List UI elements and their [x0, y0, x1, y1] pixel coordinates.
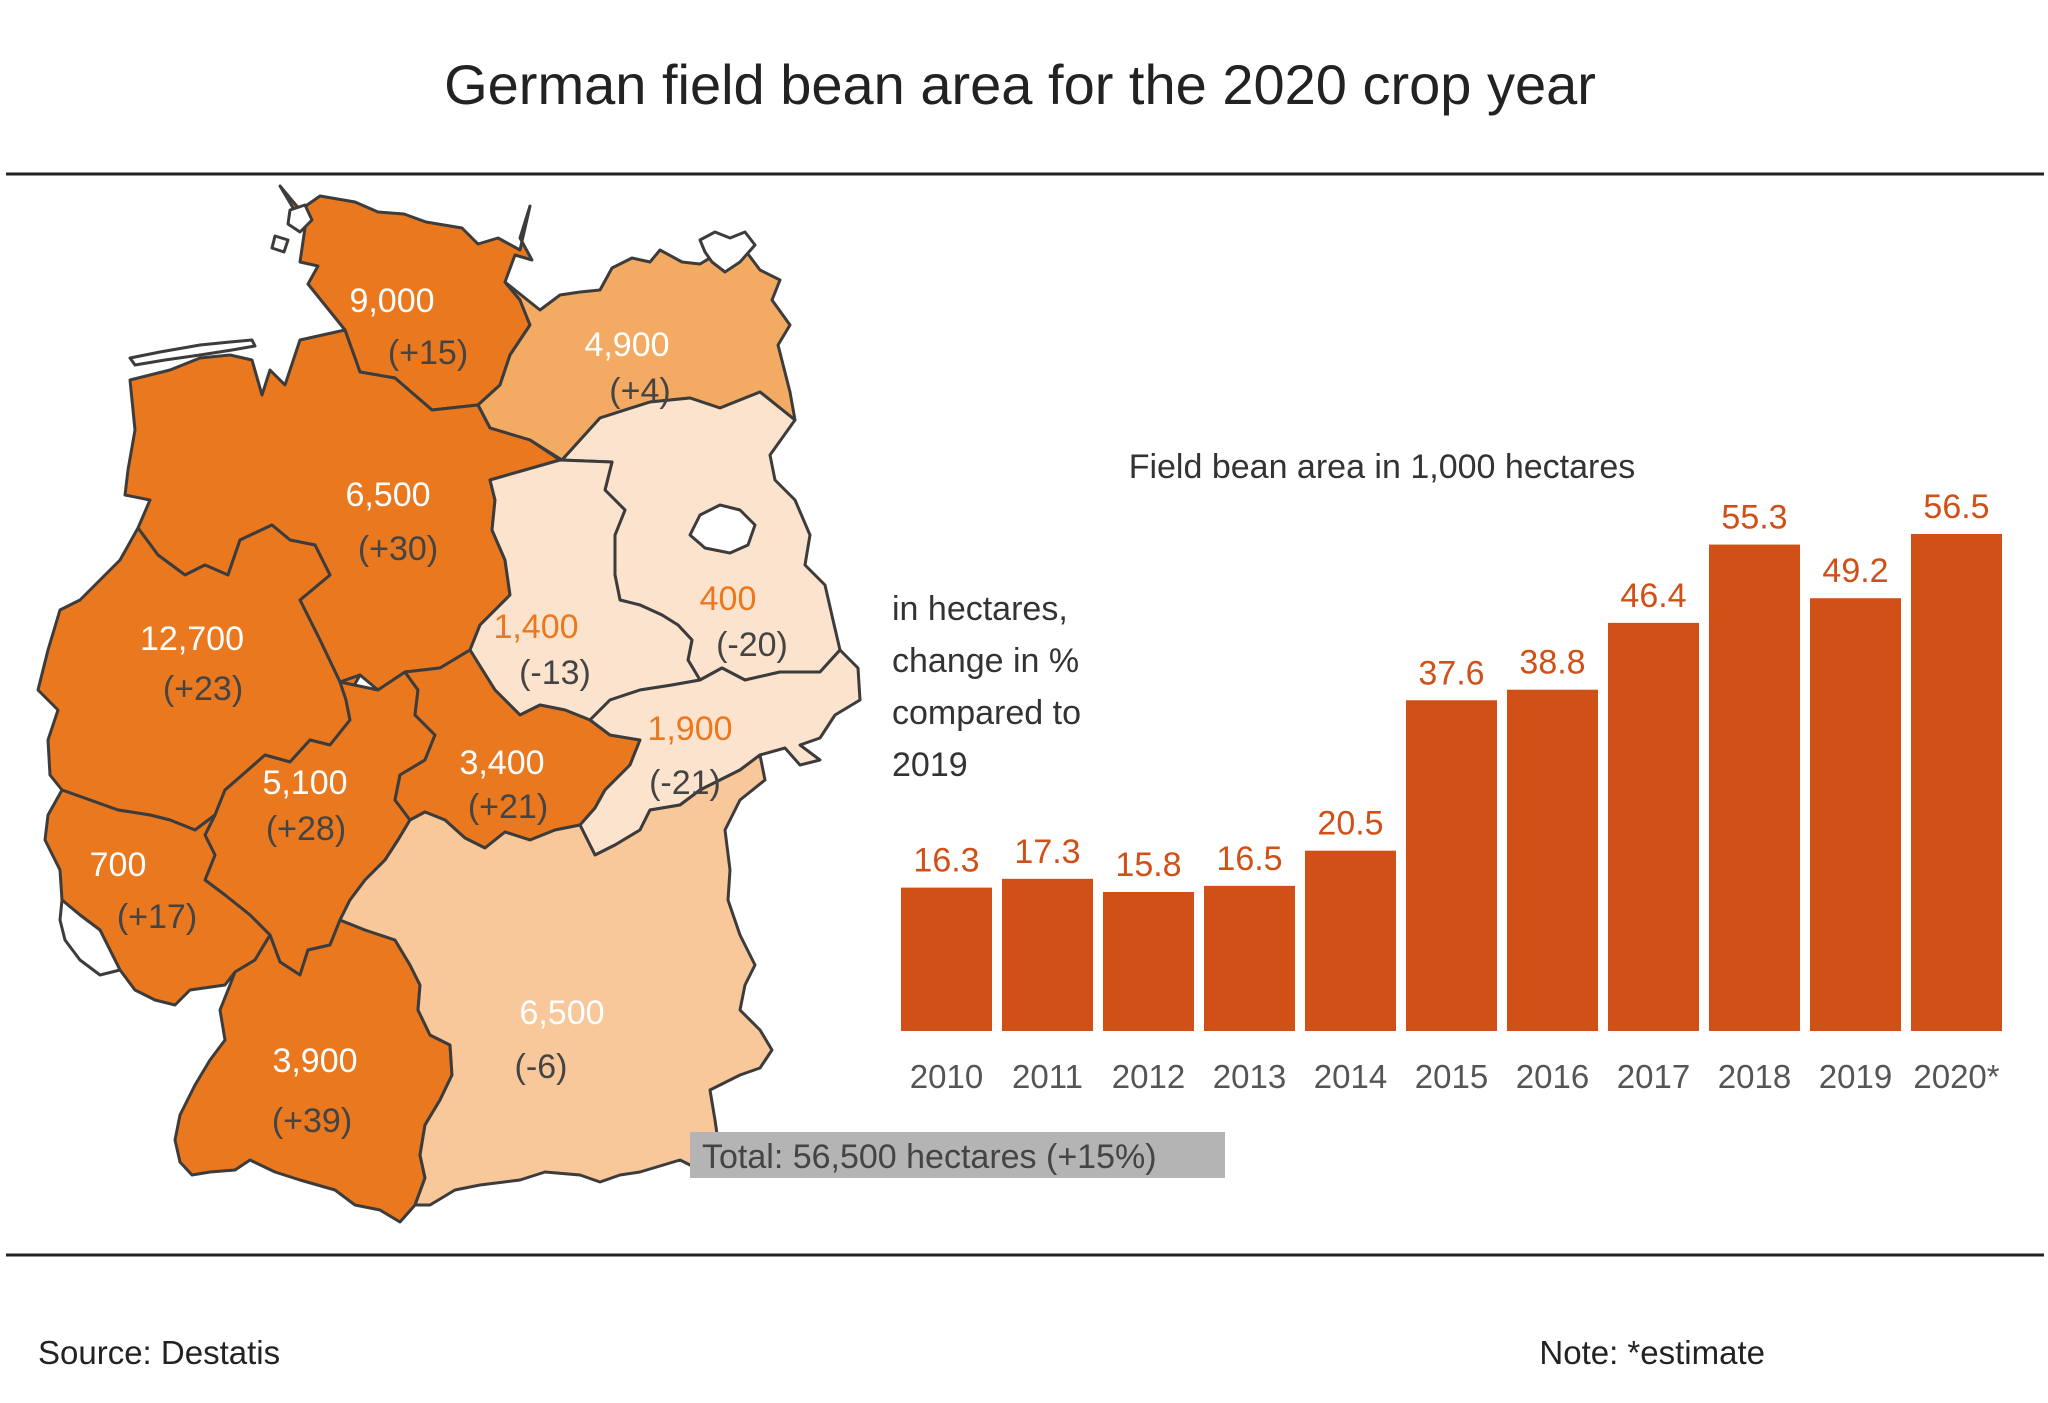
- bar-value-label: 38.8: [1519, 644, 1585, 682]
- bar: [1911, 534, 2002, 1031]
- map-labels: 9,000 (+15) 4,900 (+4) 6,500 (+30) 400 (-20) 1,4…: [90, 282, 788, 1140]
- region-change-label: (+17): [117, 898, 197, 936]
- x-tick-label: 2017: [1617, 1058, 1690, 1095]
- north-sea-islands: [128, 338, 257, 367]
- region-change-label: (-21): [649, 764, 721, 802]
- bar-chart: 16.3 2010 17.3 2011 15.8 2012 16.5 2013 20.5 2014…: [901, 488, 2002, 1095]
- bar: [1002, 878, 1093, 1031]
- x-tick-label: 2020*: [1913, 1058, 1999, 1095]
- bar: [1406, 700, 1497, 1031]
- region-change-label: (+21): [468, 788, 548, 826]
- region-value-label: 700: [90, 846, 147, 884]
- region-change-label: (+15): [388, 334, 468, 372]
- region-value-label: 6,500: [519, 994, 604, 1032]
- x-tick-label: 2011: [1012, 1058, 1083, 1095]
- bar-value-label: 15.8: [1115, 846, 1181, 884]
- bar-value-label: 16.5: [1216, 840, 1282, 878]
- bar: [1810, 598, 1901, 1031]
- region-schleswig-holstein: [278, 184, 534, 412]
- region-value-label: 1,400: [493, 608, 578, 646]
- region-change-label: (+39): [272, 1102, 352, 1140]
- legend-note-line: 2019: [892, 746, 968, 784]
- region-value-label: 6,500: [345, 476, 430, 514]
- region-saxony: [578, 648, 862, 857]
- region-value-label: 5,100: [262, 764, 347, 802]
- saarland-hole: [58, 898, 122, 977]
- region-value-label: 3,400: [459, 744, 544, 782]
- bar: [1103, 892, 1194, 1031]
- x-tick-label: 2015: [1415, 1058, 1488, 1095]
- region-change-label: (-20): [716, 626, 788, 664]
- region-value-label: 4,900: [584, 326, 669, 364]
- page-title: German field bean area for the 2020 crop…: [444, 53, 1596, 116]
- region-value-label: 400: [700, 580, 757, 618]
- source-text: Source: Destatis: [38, 1334, 280, 1371]
- region-value-label: 9,000: [349, 282, 434, 320]
- total-label: Total: 56,500 hectares (+15%): [702, 1138, 1157, 1176]
- region-value-label: 12,700: [140, 620, 244, 658]
- region-change-label: (-13): [519, 654, 591, 692]
- x-tick-label: 2010: [910, 1058, 983, 1095]
- ruegen-island: [698, 230, 757, 274]
- x-tick-label: 2019: [1819, 1058, 1892, 1095]
- bar: [1507, 689, 1598, 1031]
- bar: [1305, 850, 1396, 1031]
- region-change-label: (+28): [266, 810, 346, 848]
- bar-value-label: 37.6: [1418, 654, 1484, 692]
- legend-note-line: in hectares,: [892, 590, 1068, 628]
- region-value-label: 1,900: [647, 710, 732, 748]
- bar: [1608, 622, 1699, 1031]
- bar-value-label: 17.3: [1014, 833, 1080, 871]
- x-tick-label: 2018: [1718, 1058, 1791, 1095]
- germany-map: [36, 184, 862, 1224]
- x-tick-label: 2012: [1112, 1058, 1185, 1095]
- region-bavaria: [338, 753, 774, 1207]
- x-tick-label: 2013: [1213, 1058, 1286, 1095]
- region-value-label: 3,900: [272, 1042, 357, 1080]
- legend-note-line: compared to: [892, 694, 1081, 732]
- x-tick-label: 2014: [1314, 1058, 1387, 1095]
- bar-value-label: 49.2: [1822, 552, 1888, 590]
- bar-value-label: 16.3: [913, 842, 979, 880]
- region-change-label: (+23): [163, 670, 243, 708]
- chart-title: Field bean area in 1,000 hectares: [1129, 448, 1636, 486]
- bar: [1709, 544, 1800, 1031]
- bar: [1204, 885, 1295, 1031]
- legend-note: in hectares, change in % compared to 2019: [892, 590, 1081, 784]
- total-box: [690, 1132, 1225, 1178]
- region-change-label: (-6): [515, 1048, 568, 1086]
- legend-note-line: change in %: [892, 642, 1079, 680]
- region-change-label: (+30): [358, 530, 438, 568]
- berlin-hole: [688, 503, 757, 555]
- bar-value-label: 46.4: [1620, 577, 1686, 615]
- bar: [901, 887, 992, 1031]
- x-tick-label: 2016: [1516, 1058, 1589, 1095]
- note-text: Note: *estimate: [1539, 1334, 1765, 1371]
- north-frisian-islands: [270, 203, 314, 254]
- region-change-label: (+4): [609, 372, 670, 410]
- bar-value-label: 20.5: [1317, 805, 1383, 843]
- bar-value-label: 55.3: [1721, 499, 1787, 537]
- bar-value-label: 56.5: [1923, 488, 1989, 526]
